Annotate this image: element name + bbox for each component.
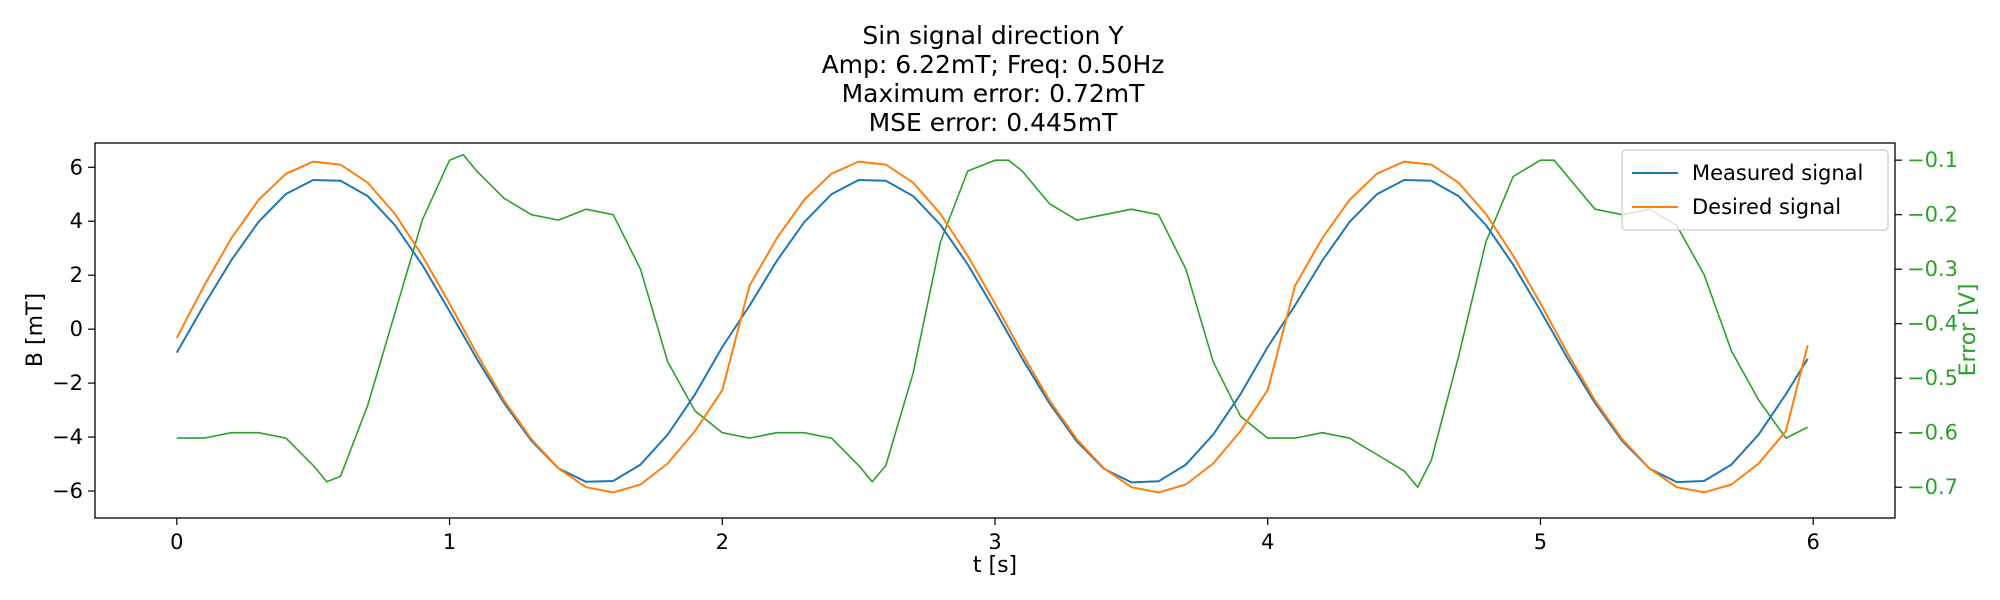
y-tick-label: 0: [70, 317, 83, 341]
y2-tick-label: −0.7: [1907, 475, 1958, 499]
title-line-2: Amp: 6.22mT; Freq: 0.50Hz: [822, 50, 1165, 79]
y-tick-label: −4: [52, 425, 83, 449]
x-tick-label: 5: [1534, 530, 1547, 554]
x-axis-label: t [s]: [973, 553, 1017, 578]
series-line-error: [176, 153, 1809, 489]
x-tick-label: 2: [716, 530, 729, 554]
x-tick-label: 6: [1806, 530, 1819, 554]
series-line-desired: [175, 160, 1809, 494]
y2-tick-label: −0.2: [1907, 203, 1958, 227]
y-tick-label: −2: [52, 371, 83, 395]
y2-tick-label: −0.6: [1907, 421, 1958, 445]
title-line-3: Maximum error: 0.72mT: [842, 79, 1146, 108]
y2-tick-label: −0.5: [1907, 366, 1958, 390]
y-tick-label: 6: [70, 155, 83, 179]
legend-box: [1621, 149, 1889, 231]
y2-tick-label: −0.4: [1907, 312, 1958, 336]
y2-tick-label: −0.3: [1907, 257, 1958, 281]
legend-label-measured: Measured signal: [1692, 161, 1863, 185]
title-line-4: MSE error: 0.445mT: [869, 108, 1119, 137]
y2-axis-label: Error [V]: [1956, 284, 1981, 377]
y-axis-left: 6 4 2 0 −2 −4 −6: [52, 155, 95, 503]
series-lines: [175, 153, 1809, 494]
x-tick-label: 3: [988, 530, 1001, 554]
x-tick-label: 4: [1261, 530, 1274, 554]
legend: Measured signal Desired signal: [1621, 149, 1889, 231]
y-tick-label: −6: [52, 479, 83, 503]
series-line-measured: [175, 179, 1809, 484]
legend-label-desired: Desired signal: [1692, 195, 1841, 219]
x-axis: 0 1 2 3 4 5 6: [170, 518, 1820, 554]
x-tick-label: 0: [170, 530, 183, 554]
y-axis-label: B [mT]: [23, 293, 48, 367]
y2-tick-label: −0.1: [1907, 148, 1958, 172]
y-tick-label: 4: [70, 209, 83, 233]
y-axis-right: −0.1 −0.2 −0.3 −0.4 −0.5 −0.6 −0.7: [1895, 148, 1958, 499]
title-line-1: Sin signal direction Y: [862, 21, 1124, 50]
y-tick-label: 2: [70, 263, 83, 287]
chart-title: Sin signal direction Y Amp: 6.22mT; Freq…: [822, 21, 1165, 137]
x-tick-label: 1: [443, 530, 456, 554]
